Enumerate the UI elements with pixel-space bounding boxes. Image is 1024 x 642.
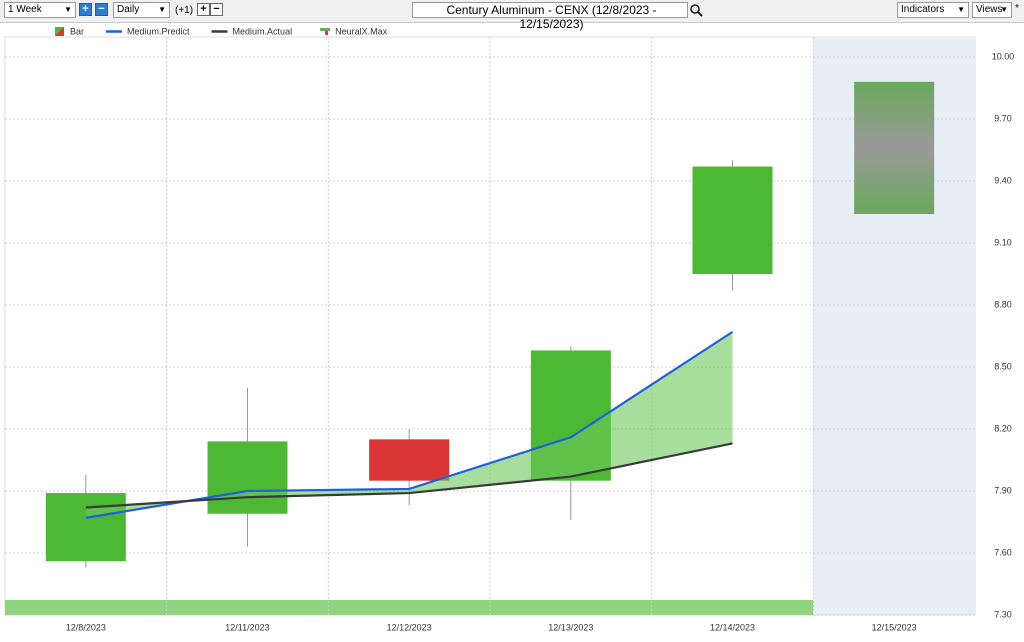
y-tick-label: 9.70	[994, 113, 1012, 123]
period: 1 Week	[8, 4, 42, 15]
remove-button[interactable]: −	[95, 3, 108, 16]
y-tick-label: 8.80	[994, 299, 1012, 309]
legend-label: Medium.Actual	[233, 26, 293, 36]
views-select[interactable]: Views ▼	[972, 2, 1012, 18]
minus-button[interactable]: −	[210, 3, 223, 16]
signal-band	[5, 600, 813, 615]
y-tick-label: 7.30	[994, 609, 1012, 619]
x-tick-label: 12/11/2023	[225, 622, 269, 632]
views: Views	[976, 4, 1003, 15]
candle-body	[692, 166, 773, 274]
legend-swatch	[320, 28, 331, 31]
indicators-select[interactable]: Indicators ▼	[897, 2, 969, 18]
plus-button[interactable]: +	[197, 3, 210, 16]
forecast-range	[854, 81, 935, 215]
x-tick-label: 12/8/2023	[66, 622, 106, 632]
candle-body	[207, 441, 288, 514]
y-tick-label: 7.90	[994, 485, 1012, 495]
candle-body	[45, 493, 126, 562]
period-select[interactable]: 1 Week ▼	[4, 2, 76, 18]
spread-area	[85, 331, 733, 518]
candle-body	[369, 439, 450, 481]
legend-label: Bar	[70, 26, 84, 36]
y-tick-label: 9.10	[994, 237, 1012, 247]
x-tick-label: 12/12/2023	[387, 622, 432, 632]
interval-select[interactable]: Daily ▼	[113, 2, 170, 18]
star: *	[1015, 3, 1019, 14]
legend: Bar Medium.Predict Medium.Actual NeuralX.Ma…	[55, 26, 388, 36]
y-tick-label: 10.00	[992, 51, 1015, 61]
legend-label: NeuralX.Max	[335, 26, 388, 36]
legend-swatch	[55, 27, 64, 36]
indicators: Indicators	[901, 4, 945, 15]
legend-swatch	[325, 31, 329, 35]
x-tick-label: 12/13/2023	[548, 622, 593, 632]
offset: (+1)	[175, 5, 194, 16]
legend-label: Medium.Predict	[127, 26, 190, 36]
title: Century Aluminum - CENX (12/8/2023 - 12/…	[446, 3, 657, 31]
add-button[interactable]: +	[79, 3, 92, 16]
y-tick-label: 7.60	[994, 547, 1012, 557]
x-tick-label: 12/15/2023	[872, 622, 917, 632]
y-tick-label: 9.40	[994, 175, 1012, 185]
y-tick-label: 8.20	[994, 423, 1012, 433]
x-tick-label: 12/14/2023	[710, 622, 755, 632]
line	[85, 442, 733, 509]
toolbar: 1 Week ▼ + − Daily ▼ (+1) + − Century Alum…	[0, 0, 1024, 31]
y-tick-label: 8.50	[994, 361, 1012, 371]
interval: Daily	[117, 4, 140, 15]
search-icon[interactable]	[690, 4, 704, 18]
chart: Bar Medium.Predict Medium.Actual NeuralX.Ma…	[4, 26, 1015, 632]
title-box: Century Aluminum - CENX (12/8/2023 - 12/…	[412, 2, 688, 31]
